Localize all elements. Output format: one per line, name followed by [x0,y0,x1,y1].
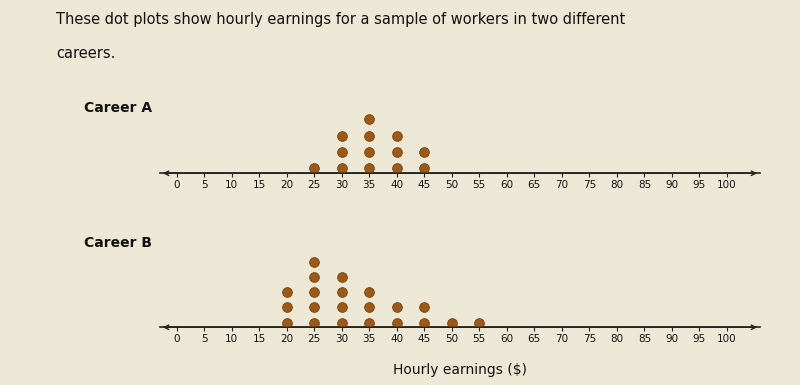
Text: careers.: careers. [56,46,115,61]
Text: Hourly earnings ($): Hourly earnings ($) [393,363,527,377]
Text: Career A: Career A [84,101,152,115]
Text: These dot plots show hourly earnings for a sample of workers in two different: These dot plots show hourly earnings for… [56,12,626,27]
Text: Career B: Career B [84,236,152,249]
